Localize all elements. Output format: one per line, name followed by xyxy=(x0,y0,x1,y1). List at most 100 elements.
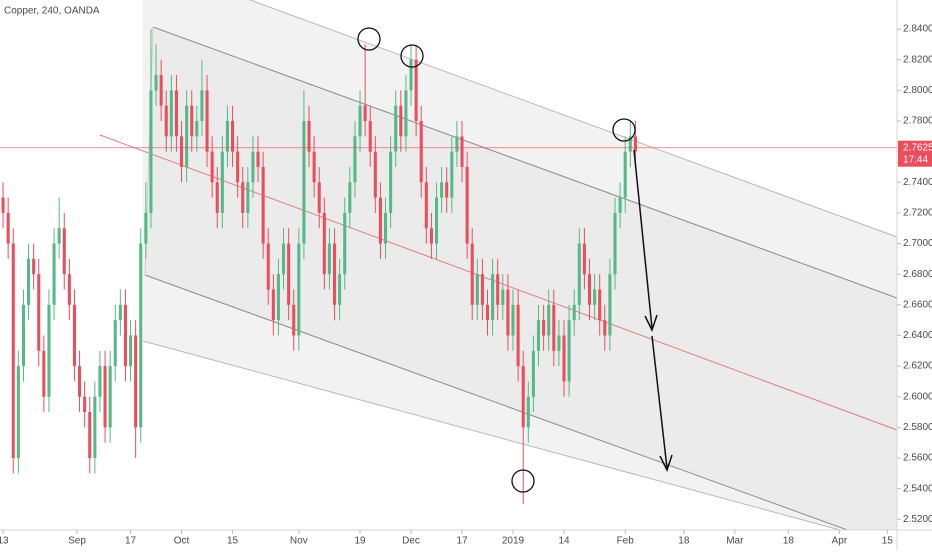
candle-body xyxy=(358,105,362,137)
candle-body xyxy=(32,258,36,275)
candle-body xyxy=(154,75,158,91)
candle-body xyxy=(536,320,541,351)
candle-body xyxy=(215,182,219,213)
candle-body xyxy=(276,274,280,321)
y-tick-label: 2.82000 xyxy=(903,54,932,65)
y-tick-label: 2.56000 xyxy=(903,453,932,464)
candle-body xyxy=(506,289,510,336)
candle-body xyxy=(27,258,31,305)
candle-body xyxy=(47,304,51,397)
candle-body xyxy=(108,366,112,428)
candle-body xyxy=(118,304,122,321)
candle-body xyxy=(62,228,66,275)
x-tick-label: Oct xyxy=(174,536,190,547)
candle-body xyxy=(368,121,372,152)
channel-line xyxy=(142,340,841,530)
highlight-circle xyxy=(400,44,424,68)
candle-body xyxy=(98,366,102,397)
candle-body xyxy=(343,212,347,275)
candle-body xyxy=(113,320,117,367)
candle-body xyxy=(338,274,342,305)
candle-body xyxy=(236,151,240,183)
candle-body xyxy=(210,151,214,183)
candle-body xyxy=(103,366,107,428)
candle-body xyxy=(434,197,439,244)
candle-body xyxy=(618,197,622,213)
y-tick-label: 2.62000 xyxy=(903,361,932,372)
candle-body xyxy=(322,212,326,275)
candle-body xyxy=(11,243,15,459)
candle-body xyxy=(598,289,602,321)
candle-body xyxy=(332,243,337,305)
x-tick-label: 2019 xyxy=(502,536,525,547)
candle-body xyxy=(557,335,561,351)
candle-body xyxy=(52,243,56,305)
candle-body xyxy=(450,151,454,198)
x-tick-label: 15 xyxy=(227,536,239,547)
candle-body xyxy=(271,289,275,321)
y-tick-label: 2.58000 xyxy=(903,422,932,433)
candle-body xyxy=(429,228,433,244)
annotations xyxy=(357,27,673,493)
x-tick-label: Dec xyxy=(402,536,420,547)
candle-body xyxy=(501,289,505,305)
candle-body xyxy=(180,136,184,167)
candle-body xyxy=(16,366,20,459)
x-tick-label: Sep xyxy=(68,536,86,547)
channel-line xyxy=(144,274,849,530)
candle-body xyxy=(149,90,153,213)
channel-line xyxy=(152,26,897,299)
candle-body xyxy=(327,243,331,275)
highlight-circle xyxy=(612,118,636,142)
candle-body xyxy=(37,274,41,351)
candle-body xyxy=(445,182,449,198)
candle-body xyxy=(419,121,423,183)
candle-body xyxy=(169,90,173,137)
candle-body xyxy=(389,151,393,213)
candle-body xyxy=(572,304,576,321)
last-price-label: 2.76258 xyxy=(903,142,932,153)
candle-body xyxy=(424,182,428,229)
y-tick-label: 2.74000 xyxy=(903,177,932,188)
countdown-label: 17:44 xyxy=(903,154,928,165)
chart-title: Copper, 240, OANDA xyxy=(4,6,100,17)
candle-body xyxy=(307,121,311,152)
x-tick-label: Mar xyxy=(726,536,744,547)
last-price-box xyxy=(898,140,932,167)
candle-body xyxy=(144,212,148,244)
arrow xyxy=(651,335,668,469)
candle-body xyxy=(266,243,270,290)
candle-body xyxy=(231,121,235,152)
candle-body xyxy=(480,274,484,305)
candle-body xyxy=(465,166,469,244)
candle-body xyxy=(542,320,546,336)
candle-body xyxy=(521,366,525,428)
y-tick-label: 2.68000 xyxy=(903,269,932,280)
candle-body xyxy=(72,304,76,367)
candle-body xyxy=(302,121,306,244)
x-tick-label: 17 xyxy=(456,536,468,547)
candle-body xyxy=(582,243,586,275)
candle-body xyxy=(93,396,97,459)
x-tick-label: 19 xyxy=(354,536,366,547)
y-tick-label: 2.70000 xyxy=(903,238,932,249)
candle-body xyxy=(577,243,581,305)
candle-body xyxy=(440,182,444,198)
candle-body xyxy=(164,105,168,137)
arrow-head xyxy=(644,314,658,332)
candle-body xyxy=(593,289,597,305)
candle-body xyxy=(394,105,398,152)
candle-body xyxy=(491,274,495,321)
x-tick-label: 15 xyxy=(882,536,894,547)
x-tick-label: 18 xyxy=(678,536,690,547)
candle-body xyxy=(547,304,551,336)
candle-body xyxy=(251,151,255,183)
candle-body xyxy=(317,182,321,213)
candle-body xyxy=(526,396,530,428)
candle-body xyxy=(1,197,5,213)
candle-body xyxy=(633,136,637,152)
candle-body xyxy=(123,304,127,367)
candle-body xyxy=(21,304,25,367)
candle-body xyxy=(496,274,500,305)
arrow-head xyxy=(659,454,673,472)
